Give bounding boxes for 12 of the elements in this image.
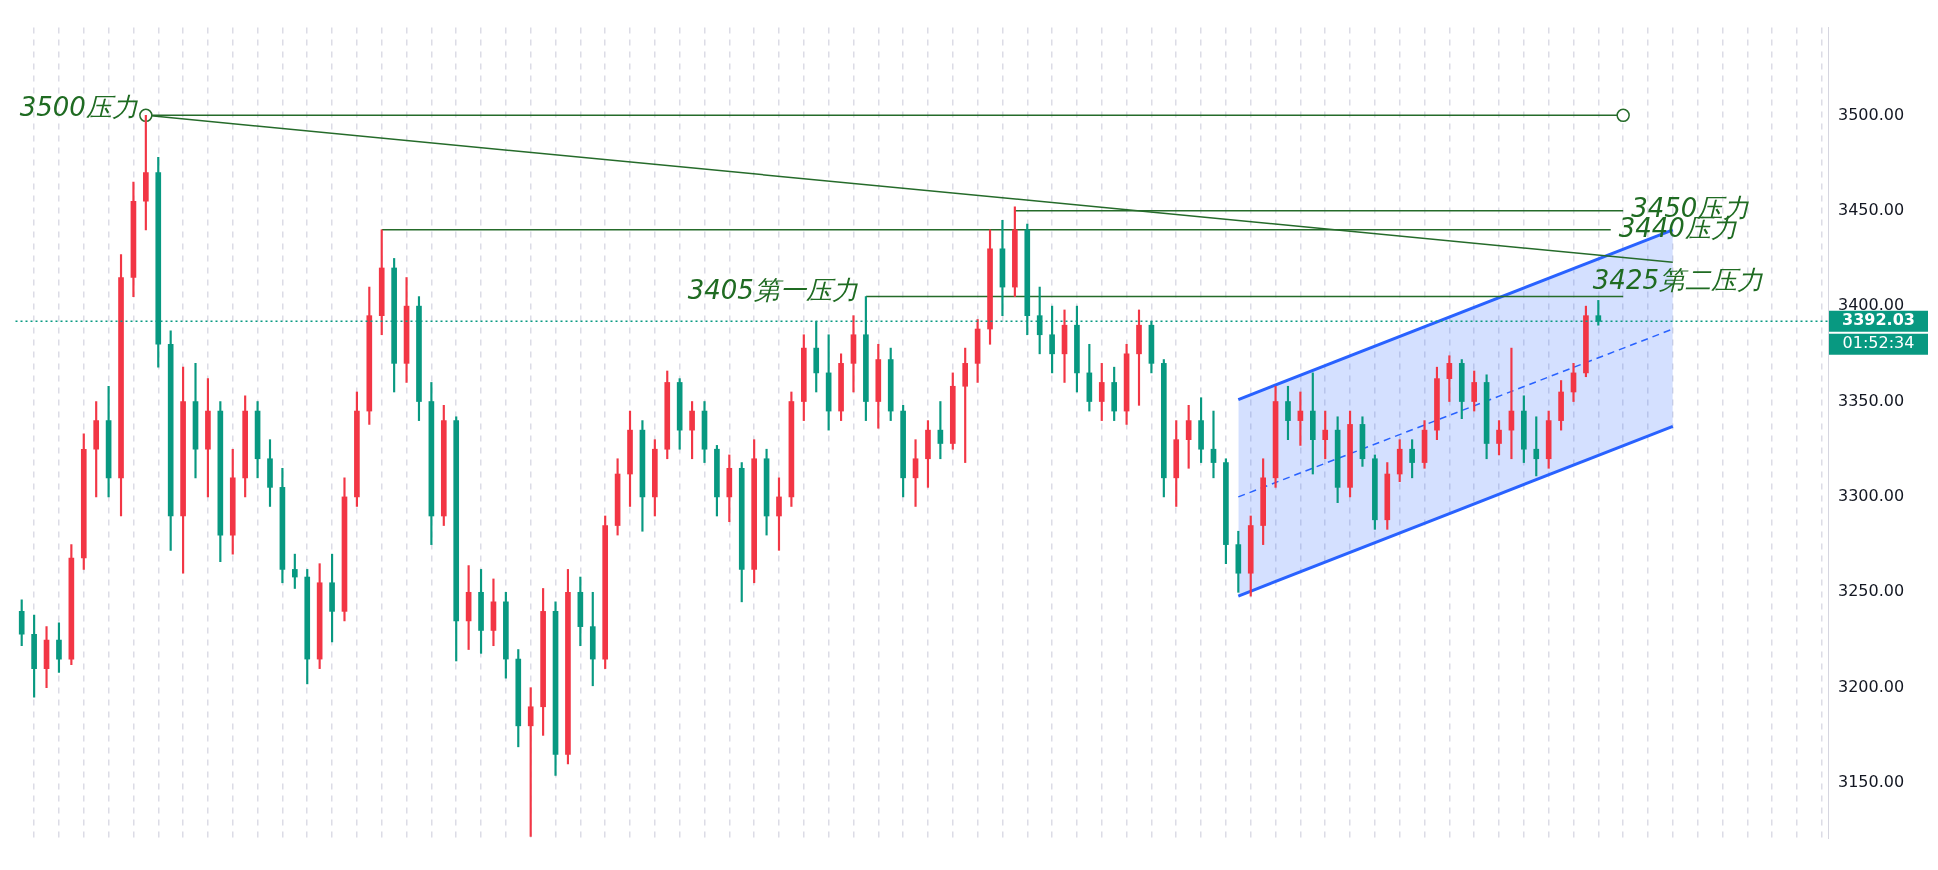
y-tick-label: 3350.00 bbox=[1838, 390, 1905, 410]
text: 01:52:34 bbox=[1842, 333, 1915, 353]
annotation: 3405第一压力 bbox=[687, 275, 858, 306]
annotation: 3500压力 bbox=[19, 92, 138, 123]
y-tick-label: 3450.00 bbox=[1838, 199, 1905, 219]
y-tick-label: 3150.00 bbox=[1838, 772, 1905, 792]
y-tick-label: 3500.00 bbox=[1838, 104, 1905, 124]
annotation: 3425第二压力 bbox=[1592, 265, 1763, 296]
y-tick-label: 3250.00 bbox=[1838, 581, 1905, 601]
y-tick-label: 3200.00 bbox=[1838, 676, 1905, 696]
y-tick-label: 3300.00 bbox=[1838, 486, 1905, 506]
ref-line-label: 3392.03 bbox=[1842, 310, 1915, 330]
